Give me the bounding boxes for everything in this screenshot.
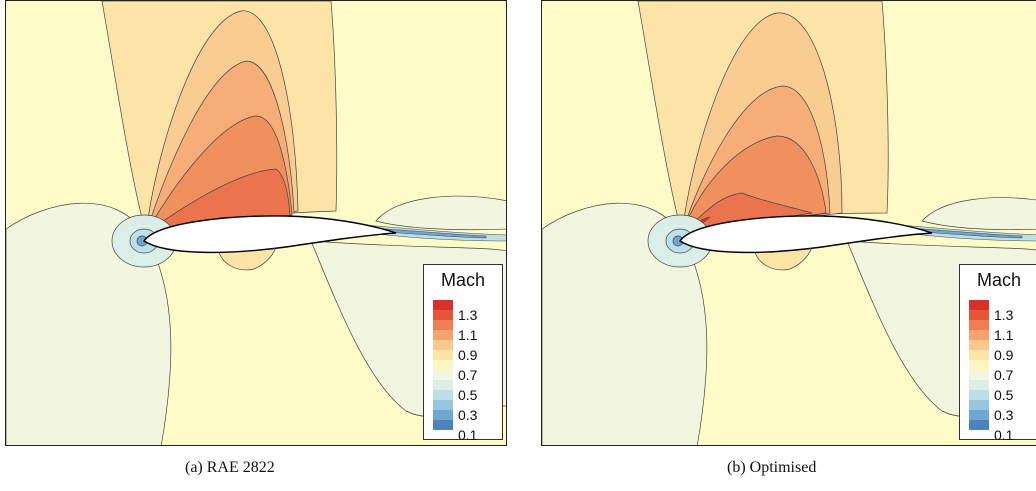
legend-swatch (433, 420, 453, 430)
legend-colorbar (433, 300, 453, 430)
legend-swatch (433, 300, 453, 310)
legend-swatch (969, 310, 989, 320)
legend-swatch (969, 410, 989, 420)
legend-tick: 1.1 (458, 327, 478, 343)
legend-tick: 0.3 (994, 407, 1014, 423)
legend-swatch (969, 350, 989, 360)
legend-title: Mach (976, 270, 1021, 290)
legend-tick-labels: 1.3 1.1 0.9 0.7 0.5 0.3 0.1 (458, 305, 477, 445)
legend-tick: 0.7 (458, 367, 478, 383)
caption-panel-b: (b) Optimised (727, 459, 817, 476)
legend-swatch (969, 370, 989, 380)
mach-legend: Mach 1.3 1.1 0.9 0.7 0.5 0.3 0.1 (959, 264, 1036, 443)
legend-swatch (433, 410, 453, 420)
legend-swatch (433, 390, 453, 400)
legend-swatch (433, 310, 453, 320)
mach-contour-field (6, 1, 506, 445)
legend-swatch (969, 320, 989, 330)
legend-tick: 1.3 (994, 307, 1014, 323)
legend-swatch (969, 390, 989, 400)
legend-tick: 0.9 (994, 347, 1014, 363)
contour-plot-optimised: Mach 1.3 1.1 0.9 0.7 0.5 0.3 0.1 (541, 0, 1036, 446)
legend-tick: 0.1 (994, 427, 1014, 443)
legend-swatch (433, 400, 453, 410)
legend-swatch (433, 360, 453, 370)
legend-tick: 0.9 (458, 347, 478, 363)
legend-tick: 0.7 (994, 367, 1014, 383)
legend-swatch (969, 330, 989, 340)
legend-tick: 0.5 (458, 387, 478, 403)
legend-swatch (433, 350, 453, 360)
legend-swatch (433, 380, 453, 390)
legend-tick: 1.3 (458, 307, 478, 323)
contour-plot-rae2822: Mach 1.3 1.1 0.9 0.7 0.5 0.3 0.1 (5, 0, 507, 446)
legend-swatch (969, 340, 989, 350)
legend-tick: 1.1 (994, 327, 1014, 343)
legend-swatch (433, 370, 453, 380)
legend-swatch (969, 420, 989, 430)
legend-swatch (433, 330, 453, 340)
legend-tick-labels: 1.3 1.1 0.9 0.7 0.5 0.3 0.1 (994, 305, 1013, 445)
legend-swatch (969, 300, 989, 310)
legend-swatch (969, 400, 989, 410)
legend-swatch (969, 360, 989, 370)
legend-tick: 0.3 (458, 407, 478, 423)
legend-tick: 0.1 (458, 427, 478, 443)
legend-tick: 0.5 (994, 387, 1014, 403)
mach-legend: Mach 1.3 1.1 0.9 0.7 0.5 0.3 0.1 (423, 264, 503, 443)
legend-swatch (433, 340, 453, 350)
legend-swatch (969, 380, 989, 390)
legend-colorbar (969, 300, 989, 430)
legend-swatch (433, 320, 453, 330)
caption-panel-a: (a) RAE 2822 (185, 459, 275, 476)
legend-title: Mach (440, 270, 485, 290)
